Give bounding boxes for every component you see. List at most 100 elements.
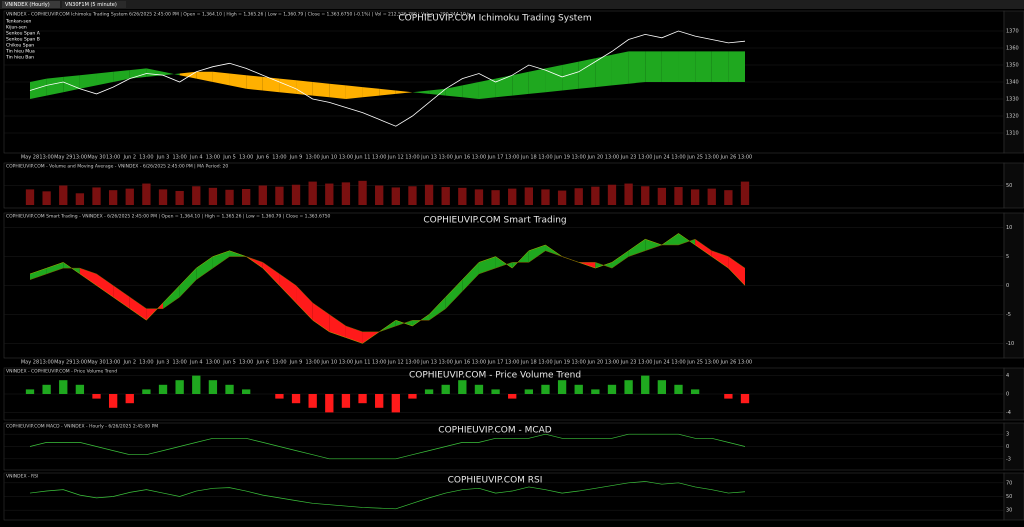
x-tick-label: Jun 9 (289, 360, 303, 366)
x-tick-label: Jun 2 (122, 155, 136, 161)
x-tick-label: Jun 6 (255, 360, 269, 366)
band-segment (412, 90, 430, 94)
band-segment (262, 76, 280, 93)
band-segment (46, 76, 64, 96)
tab-label[interactable]: VN30F1M (5 minute) (65, 2, 117, 8)
slow-line (29, 238, 746, 333)
x-tick-label: 13:00 (671, 360, 685, 366)
x-tick-label: 13:00 (172, 155, 186, 161)
tab[interactable] (2, 1, 60, 8)
band-segment (46, 262, 64, 274)
bar (408, 186, 417, 205)
bar (258, 185, 267, 205)
x-tick-label: 13:00 (139, 360, 153, 366)
bar (657, 187, 667, 205)
bar (42, 191, 51, 205)
band-segment (695, 239, 712, 257)
bar (325, 394, 334, 413)
bar (158, 189, 168, 205)
band-segment (163, 285, 180, 309)
x-tick-label: Jun 23 (620, 155, 637, 161)
x-tick-label: Jun 24 (653, 360, 670, 366)
bar (474, 189, 484, 205)
band-segment (628, 51, 646, 84)
bar (225, 384, 234, 394)
band-segment (678, 51, 696, 82)
x-tick-label: May 30 (87, 155, 105, 161)
x-tick-label: Jun 25 (686, 155, 703, 161)
tab[interactable] (62, 1, 126, 8)
x-tick-label: 13:00 (139, 155, 153, 161)
x-tick-label: 13:00 (738, 360, 752, 366)
bar (75, 384, 85, 394)
x-tick-label: Jun 4 (189, 155, 203, 161)
x-tick-label: 13:00 (106, 155, 120, 161)
x-tick-label: 13:00 (206, 155, 220, 161)
x-tick-label: 13:00 (206, 360, 220, 366)
band-segment (445, 279, 463, 309)
bar (474, 384, 484, 394)
y-tick-label: 1330 (1006, 97, 1019, 103)
bar (624, 380, 633, 394)
x-tick-label: 13:00 (272, 360, 286, 366)
x-tick-label: 13:00 (705, 360, 719, 366)
x-tick-label: Jun 2 (122, 360, 136, 366)
tab-label[interactable]: VNINDEX (Hourly) (5, 2, 50, 8)
bar (641, 186, 650, 205)
band-segment (279, 78, 297, 94)
x-tick-label: Jun 20 (586, 155, 603, 161)
band-segment (512, 71, 529, 96)
bar (408, 394, 417, 399)
y-tick-label: -4 (1006, 410, 1011, 416)
bar (458, 380, 467, 394)
x-tick-label: Jun 11 (354, 155, 371, 161)
x-tick-label: Jun 12 (387, 155, 404, 161)
x-tick-label: 13:00 (405, 155, 419, 161)
x-tick-label: May 29 (54, 155, 72, 161)
bar (574, 384, 583, 394)
bar (674, 187, 683, 205)
panel-title: COPHIEUVIP.COM - MCAD (438, 426, 551, 436)
bar (541, 384, 550, 394)
x-tick-label: Jun 17 (487, 360, 504, 366)
panel-info: VNINDEX - COPHIEUVIP.COM - Price Volume … (6, 369, 117, 375)
x-tick-label: 13:00 (239, 155, 253, 161)
band-segment (296, 285, 313, 321)
x-tick-label: Jun 12 (387, 360, 404, 366)
bar (341, 394, 351, 408)
band-segment (611, 250, 629, 269)
band-segment (478, 78, 496, 99)
bar (208, 380, 218, 394)
x-tick-label: 13:00 (39, 155, 53, 161)
bar (175, 190, 184, 205)
band-segment (179, 71, 197, 79)
band-segment (345, 85, 363, 99)
panel-title: COPHIEUVIP.COM Ichimoku Trading System (398, 14, 591, 24)
x-tick-label: 13:00 (538, 155, 552, 161)
band-segment (429, 297, 446, 321)
x-tick-label: Jun 16 (453, 360, 470, 366)
bar (707, 188, 716, 205)
x-tick-label: 13:00 (106, 360, 120, 366)
band-segment (30, 268, 47, 280)
x-tick-label: Jun 13 (420, 155, 437, 161)
legend-item: Chikou Span (6, 43, 34, 49)
bar (724, 190, 733, 205)
x-tick-label: May 28 (21, 155, 39, 161)
bar (308, 181, 317, 205)
y-tick-label: 10 (1006, 225, 1012, 231)
x-tick-label: Jun 3 (156, 155, 170, 161)
bar (424, 389, 434, 394)
bar (275, 394, 284, 399)
x-tick-label: Jun 4 (189, 360, 203, 366)
x-tick-label: 13:00 (671, 155, 685, 161)
bar (641, 375, 650, 394)
band-segment (63, 75, 80, 93)
bar (25, 389, 35, 394)
band-segment (212, 71, 230, 86)
panel-info: COPHIEUVIP.COM Smart Trading - VNINDEX -… (6, 214, 331, 220)
band-segment (129, 297, 147, 321)
x-tick-label: 13:00 (638, 155, 652, 161)
bar (92, 394, 101, 399)
